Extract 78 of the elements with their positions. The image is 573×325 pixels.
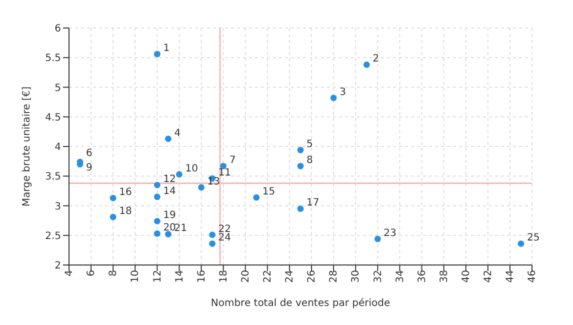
x-tick-label: 46: [527, 270, 538, 283]
x-tick-label: 30: [350, 270, 362, 283]
annotation: 6: [86, 148, 92, 159]
annotation: 13: [207, 176, 220, 188]
annotation: 23: [384, 228, 396, 239]
x-tick-label: 10: [130, 270, 142, 283]
point: [154, 182, 160, 188]
annotation: 25: [526, 232, 540, 244]
x-tick-label: 44: [505, 270, 516, 283]
y-tick-label: 4.5: [45, 112, 61, 124]
point: [374, 236, 381, 242]
x-tick-label: 42: [483, 270, 494, 283]
x-tick-label: 24: [284, 270, 296, 283]
x-tick-label: 40: [460, 270, 472, 283]
point: [176, 171, 182, 178]
annotation: 19: [163, 210, 176, 222]
y-tick-label: 3.5: [45, 172, 61, 183]
point: [297, 206, 304, 212]
point: [154, 230, 160, 237]
point: [154, 50, 160, 58]
y-tick-label: 3: [54, 201, 61, 212]
x-tick-label: 18: [218, 270, 230, 283]
point: [330, 94, 337, 102]
x-tick-label: 26: [306, 270, 318, 283]
point: [154, 218, 160, 224]
annotation: 5: [306, 139, 313, 150]
annotation: 1: [163, 43, 170, 54]
y-tick-label: 4: [54, 142, 61, 154]
point: [253, 194, 260, 201]
point: [297, 146, 304, 154]
x-axis-title: Nombre total de ventes par période: [210, 298, 390, 309]
x-tick-label: 28: [328, 270, 340, 283]
annotation: 9: [86, 162, 92, 174]
x-tick-label: 12: [152, 270, 164, 283]
annotation: 12: [163, 174, 176, 186]
point: [110, 194, 116, 202]
annotation: 24: [218, 232, 232, 244]
annotation: 7: [229, 155, 236, 166]
x-tick-label: 20: [240, 270, 252, 283]
x-tick-label: 38: [438, 270, 450, 283]
point: [110, 214, 116, 220]
point: [297, 162, 304, 170]
x-tick-label: 34: [394, 270, 406, 283]
point: [209, 240, 216, 247]
annotation: 15: [262, 186, 276, 198]
annotation: 4: [174, 128, 181, 139]
annotation: 17: [306, 198, 320, 209]
x-tick-label: 22: [262, 270, 274, 283]
x-tick-label: 36: [416, 270, 428, 283]
point: [165, 230, 172, 238]
y-tick-label: 5: [54, 82, 61, 94]
y-tick-label: 2: [54, 260, 61, 272]
point: [363, 62, 370, 68]
y-tick-label: 5.5: [45, 53, 61, 64]
annotation: 18: [119, 206, 132, 218]
annotation: 2: [372, 54, 380, 65]
point: [518, 240, 524, 247]
annotation: 21: [174, 223, 187, 234]
annotation: 8: [306, 155, 313, 166]
y-tick-label: 6: [54, 24, 61, 35]
x-tick-label: 4: [64, 270, 76, 276]
annotation: 11: [218, 167, 232, 178]
y-axis-title: Marge brute unitaire [€]: [22, 86, 33, 207]
annotation: 14: [163, 186, 176, 197]
annotation: 3: [340, 86, 346, 98]
x-tick-label: 32: [372, 270, 384, 283]
y-tick-label: 2.5: [45, 230, 61, 242]
x-tick-label: 14: [174, 270, 186, 283]
point: [209, 232, 216, 238]
x-tick-label: 16: [196, 270, 208, 283]
point: [154, 194, 160, 200]
x-tick-label: 8: [108, 270, 120, 276]
x-tick-label: 6: [86, 270, 98, 276]
annotation: 10: [185, 163, 198, 174]
point: [165, 136, 172, 142]
point: [198, 184, 204, 191]
annotation: 16: [119, 187, 132, 198]
annotation: 20: [163, 222, 176, 234]
